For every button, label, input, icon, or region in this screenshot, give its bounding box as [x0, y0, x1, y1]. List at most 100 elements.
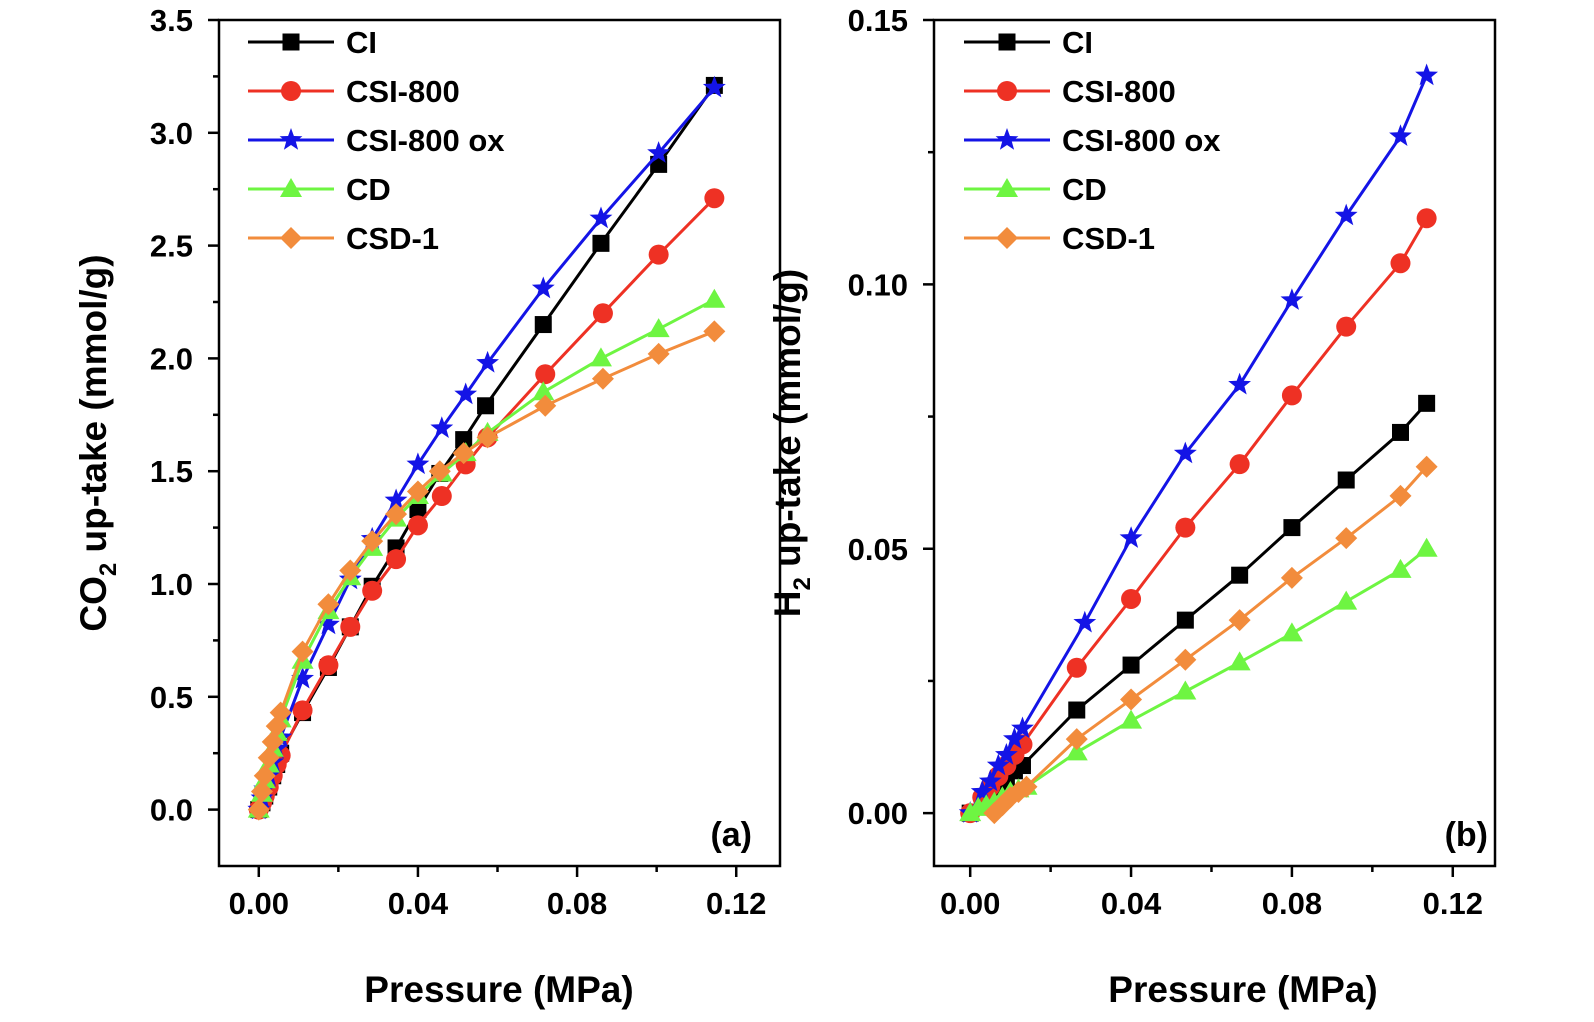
panel-b-data-point: [995, 743, 1018, 765]
panel-b-data-point: [1068, 701, 1086, 719]
panel-b-y-title-suffix: up-take (mmol/g): [767, 269, 808, 577]
panel-b-data-point: [1389, 124, 1412, 146]
panel-a-data-point: [592, 303, 613, 324]
panel-b-data-point: [1228, 609, 1251, 632]
panel-a-legend-label: CSI-800 ox: [346, 123, 505, 158]
panel-b-data-point: [1011, 716, 1034, 739]
panel-a-data-point: [361, 530, 384, 553]
panel-a: 0.0 0.5 1.0 1.5 2.0 2.5 3.0 3.5 0.00 0.04 0.08 0.12…: [73, 3, 782, 1010]
panel-b-legend-label: CSD-1: [1062, 221, 1155, 256]
panel-a-y-tick-label: 1.5: [150, 454, 193, 489]
panel-b-data-point: [978, 769, 1002, 792]
panel-b-data-point: [1389, 558, 1412, 578]
panel-b-legend-marker: [996, 178, 1018, 197]
panel-a-data-point: [339, 559, 362, 582]
panel-b-data-point: [1173, 441, 1197, 464]
panel-a-legend-marker: [282, 33, 300, 51]
panel-a-data-point: [257, 746, 280, 769]
panel-a-legend-label: CD: [346, 172, 391, 207]
panel-b-data-point: [1280, 566, 1303, 589]
panel-a-data-point: [253, 764, 276, 787]
panel-b-legend-marker: [997, 81, 1017, 101]
panel-b-legend-marker: [998, 33, 1016, 51]
panel-a-data-point: [648, 244, 669, 265]
panel-a-legend-marker: [280, 178, 302, 197]
panel-b-data-point: [1283, 519, 1301, 537]
panel-b-legend-item: CSI-800 ox: [964, 123, 1221, 158]
panel-a-data-point: [534, 316, 552, 334]
panel-a-data-point: [407, 515, 428, 536]
panel-b-data-point: [1336, 316, 1357, 337]
panel-a-data-point: [292, 700, 313, 721]
panel-a-legend-marker: [281, 81, 301, 101]
panel-b-legend-item: CI: [964, 25, 1093, 60]
panel-b-data-point: [1120, 688, 1143, 711]
panel-b-data-point: [1334, 203, 1358, 226]
panel-b-y-tick-label: 0.00: [848, 796, 908, 831]
panel-b-data-point: [1175, 517, 1196, 538]
panel-a-data-point: [452, 442, 475, 465]
panel-a-data-point: [261, 730, 284, 753]
panel-a-data-point: [250, 780, 273, 803]
panel-b-series-1: [960, 208, 1437, 824]
panel-b-y-tick-label: 0.10: [848, 267, 908, 302]
panel-a-data-point: [318, 655, 339, 676]
panel-a-data-point: [406, 480, 429, 503]
panel-b-y-tick-label: 0.15: [848, 3, 908, 38]
panel-b-data-point: [1415, 537, 1438, 557]
panel-a-data-point: [317, 612, 340, 635]
panel-a-label: (a): [710, 816, 752, 854]
panel-a-data-point: [291, 666, 314, 689]
panel-a-data-point: [454, 382, 478, 405]
panel-a-x-tick-label: 0.12: [706, 886, 766, 921]
panel-a-y-tick-label: 0.5: [150, 680, 193, 715]
panel-a-legend-item: CSI-800: [248, 74, 460, 109]
panel-a-y-axis-title: CO2 up-take (mmol/g): [73, 254, 122, 631]
panel-a-x-axis-title: Pressure (MPa): [364, 969, 633, 1010]
panel-a-data-point: [647, 141, 671, 163]
panel-b-data-point: [1228, 651, 1251, 671]
panel-b-data-point: [1119, 526, 1143, 548]
panel-b-data-point: [1418, 394, 1436, 412]
panel-a-data-point: [247, 798, 270, 821]
panel-a-data-point: [531, 276, 555, 299]
panel-b: 0.00 0.05 0.10 0.15 0.00 0.04 0.08 0.12 CI CSI-8…: [767, 3, 1497, 1010]
panel-a-data-point: [703, 320, 726, 343]
panel-a-y-tick-label: 2.5: [150, 229, 193, 264]
panel-b-data-point: [1231, 566, 1249, 584]
panel-a-data-point: [455, 431, 473, 449]
panel-a-data-point: [384, 488, 408, 511]
panel-a-legend-label: CSI-800: [346, 74, 460, 109]
panel-b-legend-label: CSI-800: [1062, 74, 1176, 109]
panel-b-x-axis-title: Pressure (MPa): [1108, 969, 1377, 1010]
panel-b-data-point: [970, 780, 994, 802]
panel-a-series-line: [257, 84, 716, 811]
panel-b-ticks: [923, 18, 1455, 877]
panel-b-data-point: [1281, 385, 1302, 406]
panel-a-data-point: [409, 501, 427, 519]
panel-a-legend-item: CD: [248, 172, 391, 207]
panel-a-data-point: [703, 288, 726, 308]
panel-b-data-point: [1015, 775, 1038, 798]
panel-a-series-4: [247, 320, 726, 821]
panel-b-data-point: [1415, 455, 1438, 478]
panel-b-legend-label: CI: [1062, 25, 1093, 60]
panel-a-data-point: [362, 580, 383, 601]
panel-a-series-line: [257, 86, 716, 811]
panel-a-tick-labels: 0.0 0.5 1.0 1.5 2.0 2.5 3.0 3.5 0.00 0.04 0.08 0.12: [150, 3, 767, 921]
panel-a-legend-marker: [279, 128, 303, 150]
panel-b-data-point: [1228, 372, 1251, 395]
panel-b-y-axis-title: H2 up-take (mmol/g): [767, 269, 816, 617]
panel-a-data-point: [317, 593, 340, 616]
panel-a-legend-item: CSD-1: [248, 221, 439, 256]
panel-b-y-title-subscript: 2: [789, 577, 816, 590]
panel-a-y-title-suffix: up-take (mmol/g): [73, 254, 114, 562]
panel-b-data-point: [1280, 288, 1304, 310]
panel-a-data-point: [647, 342, 670, 365]
panel-b-legend-item: CD: [964, 172, 1107, 207]
panel-a-data-point: [589, 347, 612, 367]
panel-a-y-tick-label: 3.0: [150, 116, 193, 151]
panel-a-data-point: [428, 460, 451, 483]
panel-a-data-point: [340, 616, 361, 637]
panel-b-data-point: [1066, 657, 1087, 678]
